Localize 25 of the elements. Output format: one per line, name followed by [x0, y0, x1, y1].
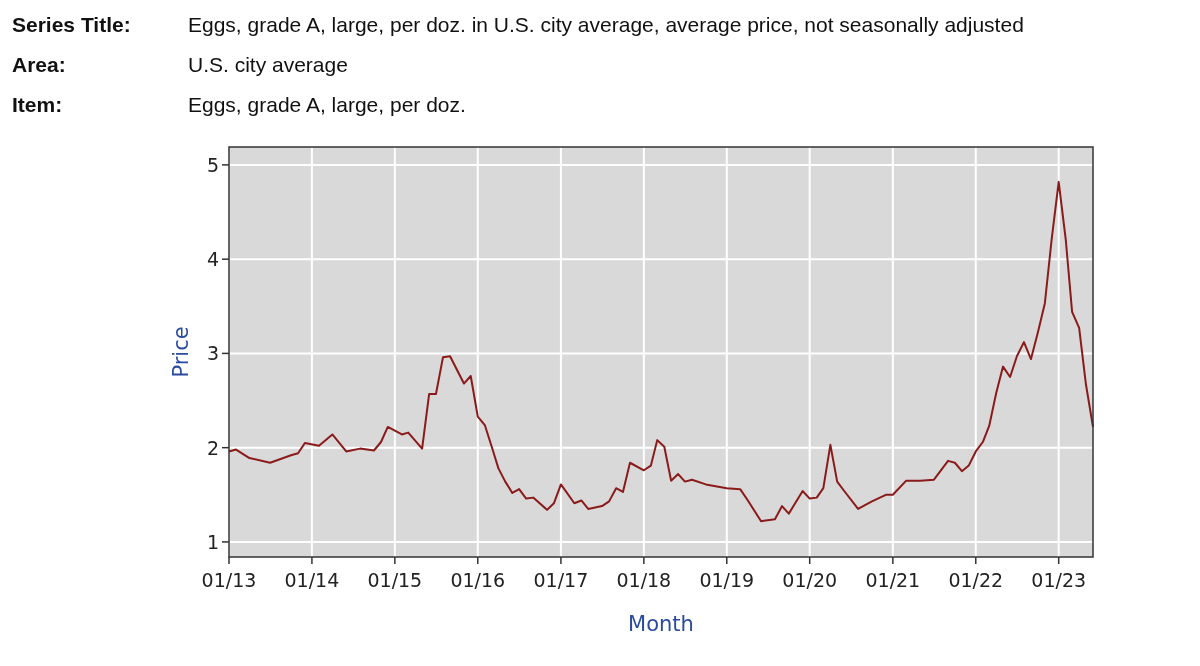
- x-tick-label: 01/23: [1031, 569, 1087, 591]
- y-tick-label: 5: [206, 153, 219, 176]
- text: U.S. city average: [188, 53, 348, 76]
- text: Item:: [12, 93, 63, 116]
- y-axis-title: Price: [169, 326, 193, 378]
- y-tick-label: 2: [206, 436, 219, 459]
- text: Eggs, grade A, large, per doz.: [188, 93, 466, 116]
- x-tick-label: 01/19: [699, 569, 755, 591]
- text: Eggs, grade A, large, per doz. in U.S. city average, average price, not seasonally adjusted: [188, 13, 1024, 36]
- y-tick-label: 1: [206, 530, 219, 553]
- text: Series Title:: [12, 13, 131, 36]
- x-tick-label: 01/13: [201, 569, 257, 591]
- x-tick-label: 01/18: [616, 569, 672, 591]
- y-tick-label: 4: [206, 248, 219, 271]
- y-tick-label: 3: [206, 342, 219, 365]
- text: Area:: [12, 53, 66, 76]
- x-tick-label: 01/14: [284, 569, 340, 591]
- x-tick-label: 01/20: [782, 569, 838, 591]
- x-tick-label: 01/22: [948, 569, 1004, 591]
- x-axis-title: Month: [628, 612, 694, 636]
- x-tick-label: 01/15: [367, 569, 423, 591]
- line-series: [228, 180, 1094, 523]
- x-tick-label: 01/21: [865, 569, 921, 591]
- x-tick-label: 01/16: [450, 569, 506, 591]
- x-tick-label: 01/17: [533, 569, 589, 591]
